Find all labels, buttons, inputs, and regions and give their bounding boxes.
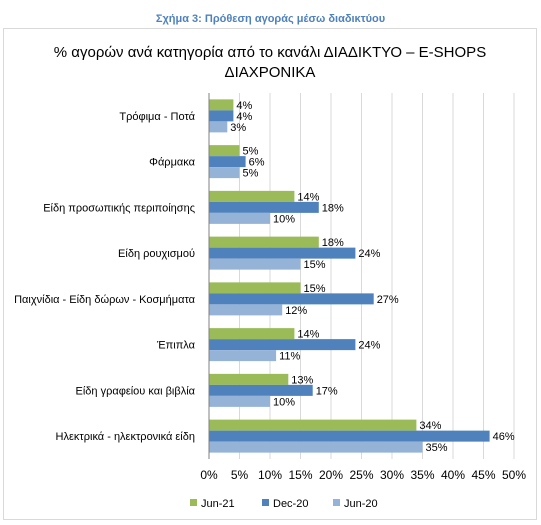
data-label: 18% xyxy=(322,202,344,214)
x-tick-label: 5% xyxy=(231,468,249,482)
bar xyxy=(209,282,301,294)
figure-caption: Σχήμα 3: Πρόθεση αγοράς μέσω διαδικτύου xyxy=(155,13,386,25)
bar xyxy=(209,167,240,179)
data-label: 27% xyxy=(377,294,399,306)
bar xyxy=(209,212,270,224)
data-label: 17% xyxy=(316,385,338,397)
legend-swatch xyxy=(333,499,340,506)
category-label: Έπιπλα xyxy=(156,340,196,352)
bar xyxy=(209,201,319,213)
data-label: 11% xyxy=(279,351,300,363)
x-tick-label: 40% xyxy=(441,468,465,482)
x-tick-label: 30% xyxy=(380,468,404,482)
x-tick-label: 45% xyxy=(471,468,495,482)
data-label: 15% xyxy=(304,259,326,271)
data-label: 34% xyxy=(419,420,441,432)
bar xyxy=(209,110,234,122)
data-label: 24% xyxy=(358,248,380,260)
x-tick-label: 50% xyxy=(502,468,526,482)
data-label: 6% xyxy=(249,157,265,169)
bar xyxy=(209,293,374,305)
chart-title: % αγορών ανά κατηγορία από το κανάλι ΔΙΑ… xyxy=(20,43,520,83)
chart-title-line-2: ΔΙΑΧΡΟΝΙΚΑ xyxy=(224,64,316,81)
x-tick-label: 25% xyxy=(349,468,373,482)
category-label: Φάρμακα xyxy=(149,157,195,169)
legend-label: Jun-21 xyxy=(201,498,235,510)
bar xyxy=(209,121,228,133)
x-tick-label: 0% xyxy=(200,468,218,482)
category-label: Είδη προσωπικής περιποίησης xyxy=(43,202,195,214)
bar xyxy=(209,247,356,259)
chart-title-line-1: % αγορών ανά κατηγορία από το κανάλι ΔΙΑ… xyxy=(53,44,487,61)
bar xyxy=(209,430,490,442)
data-label: 4% xyxy=(236,111,252,123)
data-label: 10% xyxy=(273,396,295,408)
data-label: 14% xyxy=(297,191,319,203)
x-tick-label: 20% xyxy=(319,468,343,482)
category-label: Είδη ρουχισμού xyxy=(118,248,195,260)
x-tick-label: 35% xyxy=(410,468,434,482)
data-label: 24% xyxy=(358,340,380,352)
legend-swatch xyxy=(190,499,197,506)
bar xyxy=(209,145,240,157)
bar xyxy=(209,99,234,111)
bar xyxy=(209,236,319,248)
data-label: 3% xyxy=(230,122,246,134)
bar xyxy=(209,156,246,168)
data-label: 13% xyxy=(291,374,313,386)
bar xyxy=(209,373,289,385)
bar xyxy=(209,419,417,431)
bar xyxy=(209,395,270,407)
bar xyxy=(209,339,356,351)
data-label: 12% xyxy=(285,305,307,317)
data-label: 5% xyxy=(243,146,259,158)
bar xyxy=(209,384,313,396)
category-label: Τρόφιμα - Ποτά xyxy=(119,111,195,123)
bar xyxy=(209,441,423,453)
data-label: 14% xyxy=(297,329,319,341)
legend-swatch xyxy=(262,499,269,506)
data-label: 5% xyxy=(243,168,259,180)
data-label: 46% xyxy=(493,431,515,443)
legend-label: Jun-20 xyxy=(344,498,378,510)
category-label: Ηλεκτρικά - ηλεκτρονικά είδη xyxy=(56,431,195,443)
x-tick-label: 15% xyxy=(288,468,312,482)
data-label: 18% xyxy=(322,237,344,249)
category-label: Παιχνίδια - Είδη δώρων - Κοσμήματα xyxy=(14,294,196,306)
data-label: 35% xyxy=(426,442,448,454)
bar xyxy=(209,350,277,362)
bar xyxy=(209,304,283,316)
bar xyxy=(209,190,295,202)
data-label: 4% xyxy=(236,100,252,112)
bar xyxy=(209,258,301,270)
legend-label: Dec-20 xyxy=(273,498,308,510)
x-tick-label: 10% xyxy=(258,468,282,482)
bar xyxy=(209,328,295,340)
category-label: Είδη γραφείου και βιβλία xyxy=(76,385,196,397)
data-label: 10% xyxy=(273,213,295,225)
chart-frame xyxy=(3,28,537,520)
data-label: 15% xyxy=(304,283,326,295)
